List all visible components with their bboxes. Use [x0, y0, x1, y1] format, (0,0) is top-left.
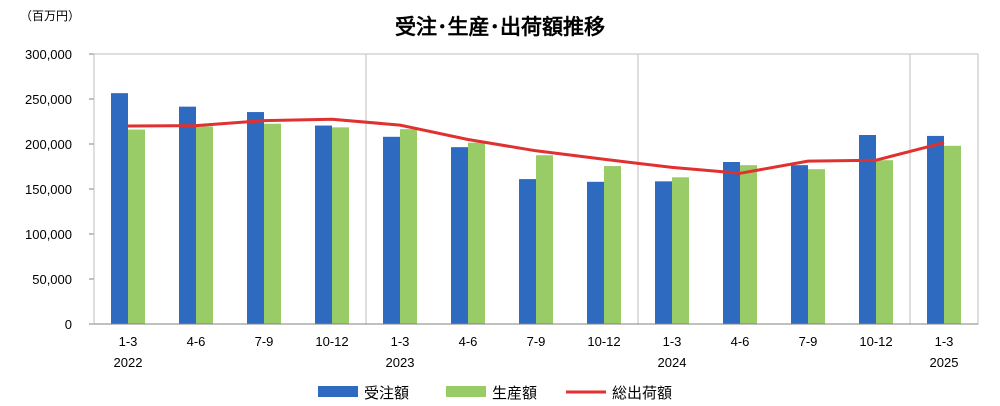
x-tick-label: 10-12 — [859, 334, 892, 349]
x-tick-label: 10-12 — [315, 334, 348, 349]
bar-orders — [927, 135, 944, 324]
x-tick-label: 4-6 — [459, 334, 478, 349]
bar-orders — [519, 179, 536, 324]
x-tick-label: 4-6 — [187, 334, 206, 349]
bar-orders — [723, 162, 740, 324]
plot-area — [93, 53, 979, 325]
bar-orders — [859, 135, 876, 324]
bar-production — [536, 155, 553, 324]
bar-orders — [111, 93, 128, 325]
bar-production — [264, 123, 281, 324]
bar-orders — [315, 125, 332, 324]
year-label: 2024 — [658, 355, 687, 370]
legend-label: 総出荷額 — [612, 384, 672, 402]
chart-title: 受注･生産･出荷額推移 — [395, 15, 605, 39]
legend-swatch — [446, 386, 486, 397]
bar-orders — [587, 181, 604, 324]
x-axis: 1-3 4-6 7-9 10-12 1-3 4-6 7-9 10-12 1-3 4-6 7-9 10-… — [94, 323, 978, 370]
y-tick-label: 250,000 — [25, 92, 72, 107]
x-tick-label: 7-9 — [255, 334, 274, 349]
bar-production — [808, 169, 825, 324]
bar-production — [128, 129, 145, 324]
bar-production — [196, 126, 213, 324]
bar-production — [604, 166, 621, 324]
bar-production — [468, 142, 485, 324]
year-label: 2025 — [930, 355, 959, 370]
year-label: 2023 — [386, 355, 415, 370]
legend: 受注額 生産額 総出荷額 — [318, 384, 672, 402]
bar-orders — [179, 106, 196, 325]
bar-production — [876, 160, 893, 324]
x-tick-label: 1-3 — [391, 334, 410, 349]
bar-orders — [655, 181, 672, 324]
year-label: 2022 — [114, 355, 143, 370]
bar-orders — [451, 147, 468, 324]
legend-swatch — [318, 386, 358, 397]
y-tick-label: 0 — [65, 317, 72, 332]
x-tick-label: 10-12 — [587, 334, 620, 349]
y-axis: 0 50,000 100,000 150,000 200,000 250,000 300,0… — [25, 47, 95, 332]
x-tick-label: 7-9 — [527, 334, 546, 349]
x-tick-label: 1-3 — [663, 334, 682, 349]
legend-label: 生産額 — [492, 384, 537, 402]
x-tick-label: 1-3 — [935, 334, 954, 349]
x-tick-label: 7-9 — [799, 334, 818, 349]
bar-production — [944, 145, 961, 324]
line-total-shipments — [127, 117, 945, 175]
y-tick-label: 100,000 — [25, 227, 72, 242]
bar-orders — [791, 165, 808, 324]
x-tick-label: 1-3 — [119, 334, 138, 349]
bar-orders — [383, 136, 400, 324]
y-tick-label: 300,000 — [25, 47, 72, 62]
legend-label: 受注額 — [364, 384, 409, 402]
y-tick-label: 200,000 — [25, 137, 72, 152]
x-tick-label: 4-6 — [731, 334, 750, 349]
bar-production — [400, 129, 417, 324]
bar-production — [332, 127, 349, 324]
y-tick-label: 150,000 — [25, 182, 72, 197]
y-tick-label: 50,000 — [32, 272, 72, 287]
bar-production — [740, 165, 757, 324]
bar-orders — [247, 112, 264, 324]
bar-production — [672, 177, 689, 324]
unit-label: （百万円） — [20, 9, 80, 23]
